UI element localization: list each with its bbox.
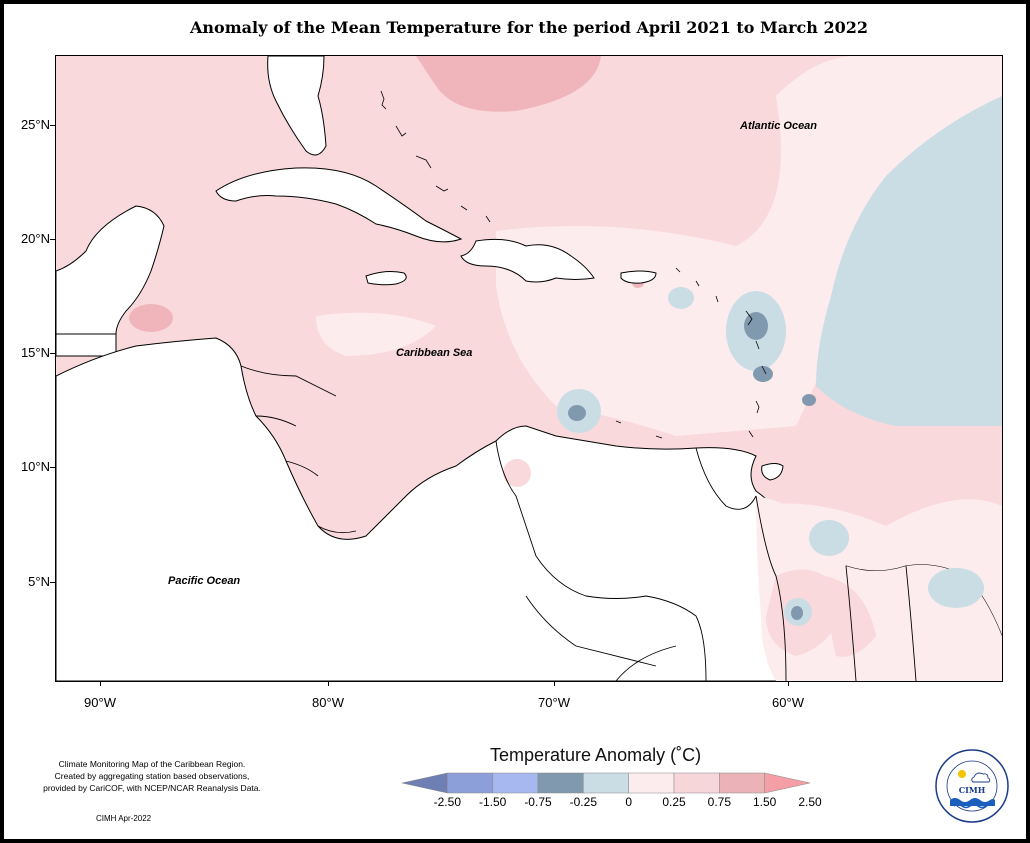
anomaly-map [56,56,1002,681]
credit-line-3: provided by CariCOF, with NCEP/NCAR Rean… [43,783,261,793]
land-trinidad [761,463,784,481]
anomaly-light-blue-atlantic [816,96,1002,426]
x-label-90w: 90°W [84,695,116,710]
anomaly-blob-yucatan-pink [129,304,173,332]
legend-label: -0.75 [524,795,552,809]
y-tick [50,125,55,126]
legend-swatch [583,772,629,794]
cimh-logo: CIMH [935,749,1009,823]
legend-swatch [628,772,675,794]
anomaly-blob-barbados [802,394,816,406]
sun-icon [958,770,966,778]
legend-swatch [719,772,765,794]
legend-swatch [764,772,811,794]
small-islands [380,90,767,439]
map-panel [55,55,1003,682]
legend-label: 0.75 [707,795,731,809]
legend-label: 0.25 [662,795,686,809]
anomaly-lake-maracaibo [503,459,531,487]
x-label-70w: 70°W [538,695,570,710]
y-label-25n: 25°N [20,117,50,132]
y-label-15n: 15°N [20,345,50,360]
credit-date: CIMH Apr-2022 [96,814,152,823]
legend-label: 2.50 [798,795,822,809]
x-label-80w: 80°W [312,695,344,710]
legend-swatch [673,772,720,794]
wave-icon [950,798,995,806]
y-label-5n: 5°N [28,574,50,589]
legend-label: 1.50 [752,795,777,809]
y-tick [50,467,55,468]
land-jamaica [365,271,407,286]
label-caribbean-sea: Caribbean Sea [396,347,473,359]
x-tick [328,681,329,686]
x-tick [554,681,555,686]
anomaly-deep-pink-north [416,56,601,112]
legend-swatch [401,772,448,794]
anomaly-light-pink-patch [316,312,436,356]
anomaly-blob-guyana-top [809,520,849,556]
y-tick [50,239,55,240]
anomaly-blob-virgin [668,287,694,309]
x-tick [788,681,789,686]
cloud-icon [971,772,991,783]
land-yucatan [56,205,165,335]
legend-title: Temperature Anomaly (˚C) [490,745,702,765]
anomaly-blob-antilles-core2 [753,366,773,382]
anomaly-blob-abc-core [568,405,586,421]
anomaly-light-pink-east [496,56,1002,436]
country-borders [240,365,917,681]
land-mexico-sliver [56,333,117,357]
legend-colorbar [401,772,811,794]
land-puerto-rico [620,270,657,284]
anomaly-blob-interior-core-top [791,606,803,620]
anomaly-blob-fg-top [928,568,984,608]
y-tick [50,582,55,583]
x-tick [100,681,101,686]
y-label-10n: 10°N [20,459,50,474]
logo-text: CIMH [959,785,986,795]
y-label-20n: 20°N [20,231,50,246]
legend-label: -2.50 [433,795,461,809]
land-florida [267,56,327,156]
anomaly-blob-antilles-core [744,312,768,340]
label-atlantic-ocean: Atlantic Ocean [740,120,818,132]
legend-swatch [447,772,493,794]
map-title: Anomaly of the Mean Temperature for the … [190,18,868,37]
label-pacific-ocean: Pacific Ocean [168,575,241,587]
y-tick [50,353,55,354]
map-credit: Climate Monitoring Map of the Caribbean … [22,758,282,794]
legend-label: -1.50 [478,795,507,809]
land-cuba [215,167,463,243]
legend-label: -0.25 [569,795,597,809]
legend-swatch [537,772,584,794]
legend-label: 0 [625,795,632,809]
x-label-60w: 60°W [772,695,804,710]
credit-line-2: Created by aggregating station based obs… [54,771,250,781]
land-hispaniola [460,238,595,283]
credit-line-1: Climate Monitoring Map of the Caribbean … [58,759,246,769]
legend-swatch [492,772,539,794]
